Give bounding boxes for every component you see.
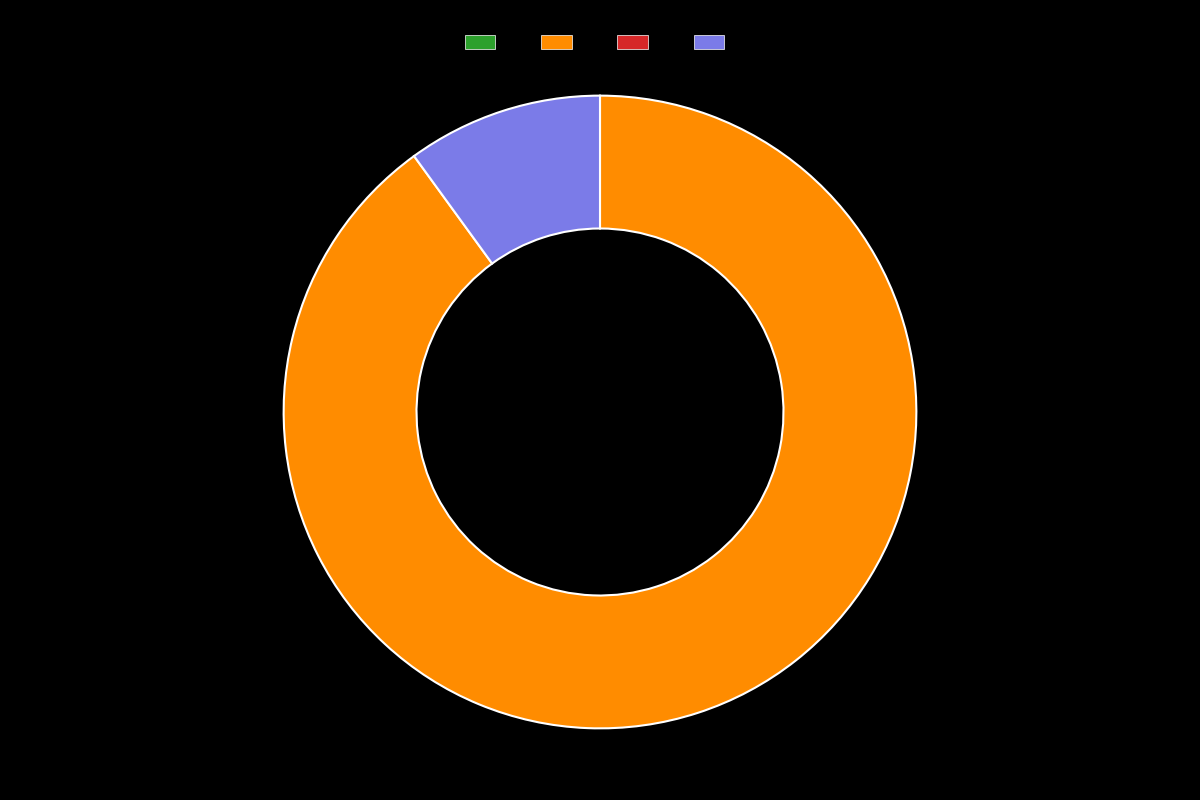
Wedge shape bbox=[283, 96, 917, 728]
Wedge shape bbox=[414, 96, 600, 263]
Legend: , , , : , , , bbox=[460, 29, 740, 55]
